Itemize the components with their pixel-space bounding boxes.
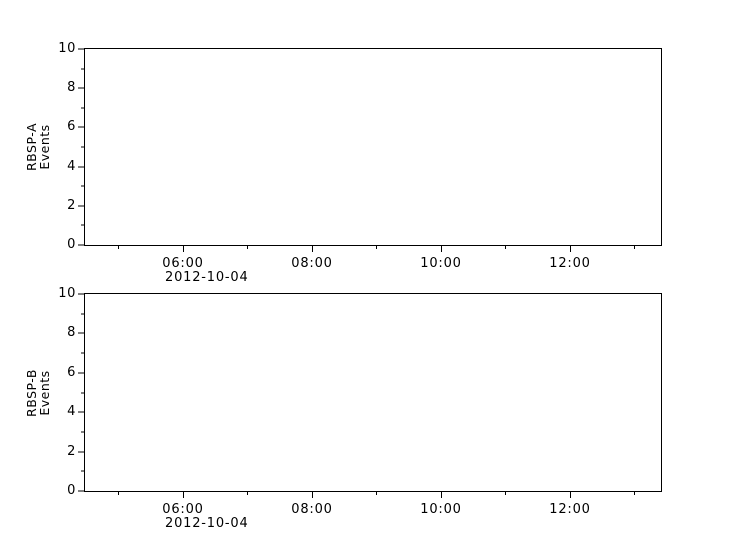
y-minor-tick: [81, 224, 84, 226]
x-minor-tick: [118, 246, 119, 249]
y-tick-label: 2: [67, 443, 76, 459]
y-tick-label: 8: [67, 325, 76, 341]
x-axis-date-label: 2012-10-04: [165, 516, 249, 531]
y-minor-tick: [81, 431, 84, 433]
y-tick-label: 8: [67, 80, 76, 96]
y-major-tick: [78, 166, 84, 168]
x-tick-label: 08:00: [291, 256, 333, 271]
x-minor-tick: [247, 246, 248, 249]
x-minor-tick: [376, 246, 377, 249]
y-minor-tick: [81, 107, 84, 109]
y-axis-title: RBSP-B Events: [24, 369, 52, 417]
plot-panel-rbsp-b: 10 8 6 4 2 0 06:00 08:00 10:00 12:00 201…: [24, 286, 662, 531]
y-tick-label: 10: [58, 41, 76, 57]
y-tick-label: 4: [67, 404, 76, 420]
y-axis-title-line2: Events: [37, 124, 52, 170]
x-minor-tick: [634, 246, 635, 249]
x-major-tick: [183, 492, 184, 498]
x-tick-label: 12:00: [549, 256, 591, 271]
x-major-tick: [441, 492, 442, 498]
x-major-tick: [183, 246, 184, 252]
y-minor-tick: [81, 392, 84, 393]
x-minor-tick: [505, 246, 506, 249]
x-minor-tick: [505, 492, 506, 495]
y-axis-title-line2: Events: [37, 369, 52, 416]
y-major-tick: [78, 87, 84, 89]
y-minor-tick: [81, 313, 84, 315]
y-major-tick: [78, 205, 84, 207]
y-major-tick: [78, 126, 84, 128]
x-tick-label: 10:00: [420, 256, 462, 271]
y-tick-label: 10: [58, 286, 76, 302]
y-minor-tick: [81, 470, 84, 472]
x-minor-tick: [247, 492, 248, 495]
y-minor-tick: [81, 146, 84, 148]
x-minor-tick: [376, 492, 377, 495]
x-major-tick: [312, 492, 313, 498]
y-major-tick: [78, 451, 84, 453]
x-minor-tick: [118, 492, 119, 495]
x-tick-label: 12:00: [549, 502, 591, 517]
x-major-tick: [570, 246, 571, 252]
x-tick-label: 10:00: [420, 502, 462, 517]
y-tick-label: 0: [67, 237, 76, 253]
y-major-tick: [78, 490, 84, 492]
y-major-tick: [78, 293, 84, 295]
x-major-tick: [441, 246, 442, 252]
y-axis-title: RBSP-A Events: [24, 123, 52, 171]
y-minor-tick: [81, 352, 84, 354]
x-tick-label: 06:00: [162, 256, 204, 271]
y-major-tick: [78, 332, 84, 334]
y-tick-label: 2: [67, 197, 76, 213]
y-major-tick: [78, 372, 84, 374]
x-tick-label: 08:00: [291, 502, 333, 517]
plot-panel-rbsp-a: 10 8 6 4 2 0 06:00 08:00 10:00 12:00 201…: [24, 41, 662, 285]
y-minor-tick: [81, 185, 84, 187]
x-major-tick: [570, 492, 571, 498]
x-minor-tick: [634, 492, 635, 495]
x-axis-date-label: 2012-10-04: [165, 270, 249, 285]
y-tick-label: 6: [67, 119, 76, 135]
y-tick-label: 6: [67, 364, 76, 380]
x-major-tick: [312, 246, 313, 252]
y-tick-label: 0: [67, 483, 76, 499]
y-major-tick: [78, 48, 84, 50]
y-major-tick: [78, 411, 84, 413]
y-major-tick: [78, 244, 84, 246]
x-tick-label: 06:00: [162, 502, 204, 517]
y-minor-tick: [81, 68, 84, 70]
y-tick-label: 4: [67, 158, 76, 174]
